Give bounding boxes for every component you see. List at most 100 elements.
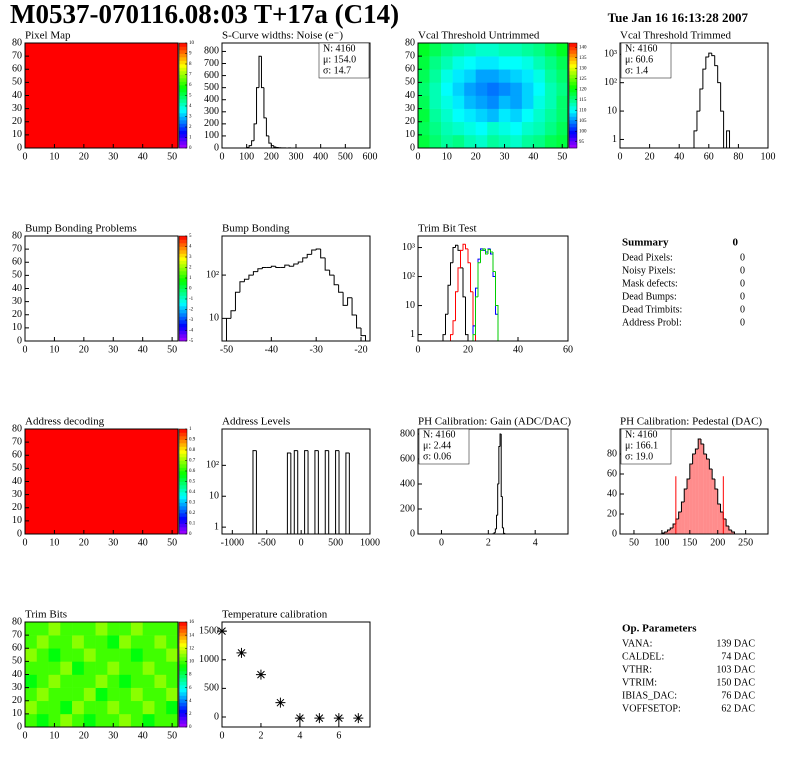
colorbar-segment xyxy=(179,271,187,275)
heatmap-cell xyxy=(556,43,569,57)
y-tick-label: 800 xyxy=(204,46,219,57)
plot-frame xyxy=(417,428,569,535)
colorbar-segment xyxy=(179,250,187,254)
x-tick-label: 0 xyxy=(618,151,623,162)
x-tick-label: 30 xyxy=(108,730,118,741)
x-tick-label: 250 xyxy=(738,537,753,548)
summary-label: Mask defects: xyxy=(622,278,678,289)
colorbar-label: 140 xyxy=(579,45,587,50)
colorbar-label: 0.8 xyxy=(189,448,196,453)
heatmap-cell xyxy=(48,713,61,728)
heatmap-cell xyxy=(25,429,179,535)
bin xyxy=(692,453,696,464)
bin xyxy=(345,452,350,534)
bin xyxy=(293,263,299,267)
colorbar-segment xyxy=(179,53,187,58)
colorbar-segment xyxy=(569,99,577,103)
heatmap-cell xyxy=(429,43,442,57)
bin xyxy=(462,267,466,298)
x-tick-label: 10 xyxy=(49,344,59,355)
colorbar-label: -3 xyxy=(189,318,194,323)
bin xyxy=(457,267,461,292)
heatmap-cell xyxy=(418,82,430,96)
heatmap-cell xyxy=(36,700,49,715)
heatmap-cell xyxy=(119,687,132,702)
heatmap-cell xyxy=(418,69,430,83)
scatter-point xyxy=(255,669,266,680)
colorbar-label: -1 xyxy=(189,297,194,302)
heatmap-cell xyxy=(72,687,85,702)
heatmap-cell xyxy=(498,69,511,83)
y-tick-label: 60 xyxy=(12,643,22,654)
op-value: 103 DAC xyxy=(716,664,755,675)
heatmap-cell xyxy=(72,622,85,636)
x-tick-label: 20 xyxy=(645,151,655,162)
y-tick-label: 60 xyxy=(12,64,22,75)
bin xyxy=(694,448,699,454)
panel-title: Address Levels xyxy=(222,416,290,428)
bin xyxy=(248,274,254,280)
heatmap-cell xyxy=(510,43,523,57)
y-tick-label: 1 xyxy=(612,134,617,145)
bin-fill xyxy=(684,489,688,534)
bin xyxy=(258,55,262,88)
colorbar-segment xyxy=(569,53,577,58)
colorbar-segment xyxy=(179,306,187,310)
colorbar-segment xyxy=(569,137,577,142)
colorbar-segment xyxy=(179,337,187,342)
bin xyxy=(497,483,499,516)
bin xyxy=(320,249,326,259)
y-tick-label: 30 xyxy=(12,296,22,307)
x-tick-label: 0 xyxy=(23,730,28,741)
bin xyxy=(225,317,231,341)
heatmap-cell xyxy=(441,108,453,123)
heatmap-cell xyxy=(533,69,546,83)
heatmap-cell xyxy=(25,713,38,728)
colorbar-segment xyxy=(179,116,187,121)
colorbar-label: 130 xyxy=(579,66,587,71)
bin xyxy=(452,247,456,263)
y-tick-label: 10 xyxy=(405,300,415,311)
heatmap-cell xyxy=(25,700,38,715)
x-tick-label: 10 xyxy=(49,537,59,548)
bin-fill xyxy=(667,530,671,534)
op-label: VTRIM: xyxy=(622,677,657,688)
x-tick-label: 30 xyxy=(500,151,510,162)
y-tick-label: 70 xyxy=(12,50,22,61)
panel-title: PH Calibration: Pedestal (DAC) xyxy=(620,416,762,428)
colorbar-segment xyxy=(179,688,187,693)
heatmap-cell xyxy=(36,622,49,636)
stats-line: μ: 166.1 xyxy=(625,440,658,451)
op-label: CALDEL: xyxy=(622,651,664,662)
heatmap-cell xyxy=(36,713,49,728)
x-tick-label: 300 xyxy=(289,151,304,162)
colorbar-segment xyxy=(179,457,187,461)
scatter-point xyxy=(314,713,325,724)
heatmap-cell xyxy=(119,713,132,728)
heatmap-cell xyxy=(556,69,569,83)
bin xyxy=(693,130,697,148)
heatmap-cell xyxy=(142,700,155,715)
heatmap-cell xyxy=(166,635,179,649)
heatmap-cell xyxy=(154,674,167,688)
colorbar-segment xyxy=(569,43,577,47)
bin xyxy=(498,446,501,484)
colorbar-label: 0 xyxy=(189,146,192,151)
colorbar-segment xyxy=(179,653,187,658)
heatmap-cell xyxy=(418,108,430,123)
y-tick-label: 0 xyxy=(17,142,22,153)
heatmap-cell xyxy=(464,95,476,109)
heatmap-cell xyxy=(83,700,96,715)
colorbar-segment xyxy=(179,460,187,465)
x-tick-label: -20 xyxy=(354,344,367,355)
x-tick-label: 0 xyxy=(220,730,225,741)
bin xyxy=(678,511,682,519)
stats-line: σ: 19.0 xyxy=(625,451,653,462)
heatmap-cell xyxy=(95,674,108,688)
colorbar-segment xyxy=(179,446,187,451)
y-tick-label: 10 xyxy=(209,491,219,502)
bin xyxy=(450,334,453,341)
bin xyxy=(495,271,499,341)
colorbar-label: 2 xyxy=(189,266,192,271)
stats-line: μ: 154.0 xyxy=(323,54,356,65)
